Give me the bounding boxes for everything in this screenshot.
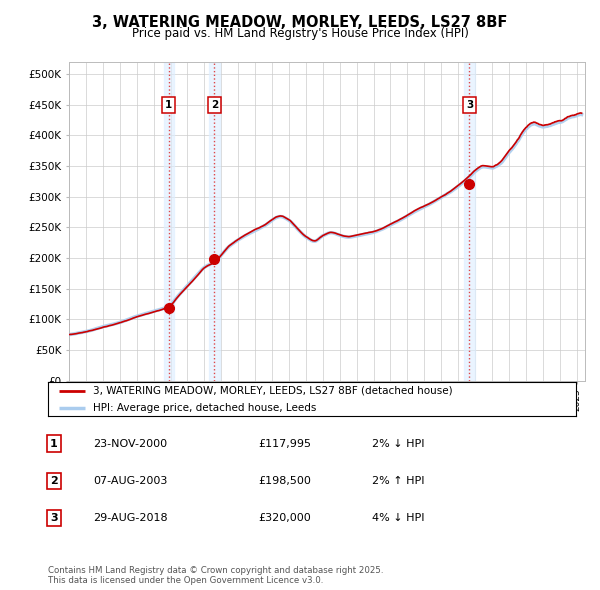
- Text: £320,000: £320,000: [258, 513, 311, 523]
- Text: 1: 1: [165, 100, 172, 110]
- Text: 3: 3: [466, 100, 473, 110]
- Text: 2% ↑ HPI: 2% ↑ HPI: [372, 476, 425, 486]
- Text: HPI: Average price, detached house, Leeds: HPI: Average price, detached house, Leed…: [93, 403, 316, 413]
- Text: 23-NOV-2000: 23-NOV-2000: [93, 439, 167, 448]
- Bar: [164, 62, 174, 381]
- Text: 3: 3: [50, 513, 58, 523]
- Text: £198,500: £198,500: [258, 476, 311, 486]
- Text: 3, WATERING MEADOW, MORLEY, LEEDS, LS27 8BF: 3, WATERING MEADOW, MORLEY, LEEDS, LS27 …: [92, 15, 508, 30]
- Text: Price paid vs. HM Land Registry's House Price Index (HPI): Price paid vs. HM Land Registry's House …: [131, 27, 469, 40]
- Text: 2: 2: [211, 100, 218, 110]
- Text: £117,995: £117,995: [258, 439, 311, 448]
- Text: 29-AUG-2018: 29-AUG-2018: [93, 513, 167, 523]
- Text: Contains HM Land Registry data © Crown copyright and database right 2025.
This d: Contains HM Land Registry data © Crown c…: [48, 566, 383, 585]
- Text: 1: 1: [50, 439, 58, 448]
- Text: 2% ↓ HPI: 2% ↓ HPI: [372, 439, 425, 448]
- Text: 3, WATERING MEADOW, MORLEY, LEEDS, LS27 8BF (detached house): 3, WATERING MEADOW, MORLEY, LEEDS, LS27 …: [93, 386, 452, 396]
- Text: 2: 2: [50, 476, 58, 486]
- Bar: [464, 62, 475, 381]
- Text: 07-AUG-2003: 07-AUG-2003: [93, 476, 167, 486]
- Bar: [209, 62, 220, 381]
- Text: 4% ↓ HPI: 4% ↓ HPI: [372, 513, 425, 523]
